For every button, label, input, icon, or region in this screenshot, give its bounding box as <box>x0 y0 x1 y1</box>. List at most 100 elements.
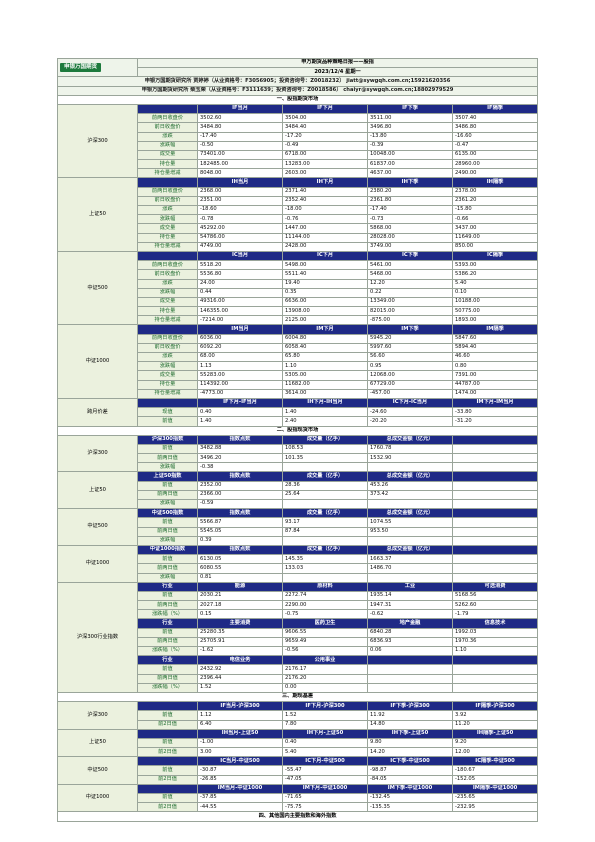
row-label: 持仓量增减 <box>137 315 198 326</box>
empty-cell <box>451 498 539 510</box>
cell-value: 73401.00 <box>197 149 283 161</box>
row-label: 前2日值 <box>137 774 198 785</box>
cell-value: 2272.74 <box>282 590 368 602</box>
cell-value: 2027.18 <box>197 600 283 611</box>
cell-value: 5393.00 <box>451 260 539 271</box>
row-label: 前两日值 <box>137 489 198 501</box>
row: 涨跌 -17.40 -17.20 -13.80 -16.60 <box>58 131 539 142</box>
cell-value: 2352.40 <box>282 195 368 207</box>
cell-value: 3504.00 <box>282 113 368 124</box>
empty-cell <box>451 480 539 491</box>
row-label: 涨跌 <box>137 351 198 363</box>
cell-value: 13283.00 <box>282 159 368 170</box>
row-label: 持仓量 <box>137 159 198 170</box>
cell-value: 3511.00 <box>367 113 453 124</box>
cell-value: 2368.00 <box>197 186 283 197</box>
column-header: 指数点数 <box>197 434 283 445</box>
row: 持仓量增减 8048.00 2603.00 4637.00 2490.00 <box>58 168 539 179</box>
row-label: 涨跌幅（%） <box>137 645 198 657</box>
column-header: 电信业务 <box>197 655 283 666</box>
column-header: 总成交金额（亿元） <box>367 471 453 482</box>
cell-value: -1.79 <box>451 609 539 620</box>
row-label: 前值 <box>137 554 198 565</box>
row: 沪深300 IF当月-沪深300 IF下月-沪深300 IF下季-沪深300 IF隔季-… <box>57 701 539 730</box>
empty-cell <box>451 443 539 455</box>
row-label: 前2日值 <box>137 747 198 758</box>
cell-value: 28.36 <box>282 480 368 491</box>
column-header: IH当月-上证50 <box>197 728 283 739</box>
empty-cell <box>282 462 368 473</box>
empty-cell <box>451 489 539 501</box>
cell-value: 13908.00 <box>282 306 368 317</box>
header-cell <box>137 177 198 188</box>
report-date: 2023/12/4 星期一 <box>136 67 539 78</box>
row-label: 前值 <box>137 480 198 491</box>
row-label: 现值 <box>137 407 198 418</box>
cell-value: 14.80 <box>367 719 453 730</box>
cell-value: 145.35 <box>282 554 368 565</box>
row-label: 前两日值 <box>137 563 198 574</box>
cell-value: 1.52 <box>282 710 368 721</box>
row: 中证500 中证500指数 指数点数 成交量（亿手） 总成交金额（亿元） <box>57 508 539 546</box>
group-name: 中证1000 <box>57 324 138 399</box>
cell-value: 4637.00 <box>367 168 453 179</box>
row: 上证50 上证50指数 指数点数 成交量（亿手） 总成交金额（亿元） <box>57 471 539 510</box>
cell-value: 1.40 <box>197 416 283 427</box>
cell-value: 1992.03 <box>451 627 539 638</box>
row: 上证50 IH当月-上证50 IH下月-上证50 IH下季-上证50 IH隔季-上证50 <box>57 728 539 758</box>
column-header: IC下季 <box>367 250 453 262</box>
cell-value: 25.64 <box>282 489 368 501</box>
cell-value: 3484.40 <box>282 122 368 133</box>
cell-value: 6135.00 <box>451 149 539 161</box>
row: 上证50 IH当月 IH下月 IH下季 IH隔季 <box>57 177 539 252</box>
row-label: 前值 <box>137 792 198 804</box>
analyst: 申银万国期货研究所 贾婷婷（从业资格号：F3056905；投资咨询号：Z0018… <box>56 76 539 87</box>
cell-value: 146355.00 <box>197 306 283 317</box>
cell-value: 1532.90 <box>367 453 453 464</box>
cell-value: 9659.49 <box>282 636 368 648</box>
cell-value: 28028.00 <box>367 232 453 243</box>
cell-value: 2176.17 <box>282 664 368 675</box>
row: 前值 1.12 1.52 11.92 3.92 <box>58 710 539 721</box>
row: 前两日值 2027.18 2290.00 1947.31 5262.60 <box>58 600 539 611</box>
row: 四、其他国内主要指数和海外指数 <box>56 811 539 822</box>
row-label: 前两日值 <box>137 636 198 648</box>
group-name: 沪深300 <box>57 701 138 730</box>
column-header: IM隔季 <box>451 324 539 335</box>
empty-cell <box>451 453 539 464</box>
column-header: 总成交金额（亿元） <box>367 434 453 445</box>
cell-value: 1893.00 <box>451 315 539 326</box>
cell-value: 114392.00 <box>197 379 283 390</box>
column-header: IF下月-IF当月 <box>197 397 283 409</box>
cell-value: -18.60 <box>197 204 283 216</box>
group-name: 中证1000 <box>57 544 138 583</box>
logo-cell: 申银万国期货 <box>57 57 138 78</box>
row-label: 前日收盘价 <box>137 269 198 280</box>
cell-value: -135.35 <box>367 802 453 813</box>
row: 中证1000 IM当月 IM下月 IM下季 IM隔季 <box>57 324 539 399</box>
column-header: 成交量（亿手） <box>282 471 368 482</box>
row-label: 前两日值 <box>137 673 198 684</box>
cell-value: -132.45 <box>367 792 453 804</box>
strategy-table: 申银万国期货 申万期货品种策略日报——股指 2023/12/4 星期一 申银万国期货研… <box>56 57 539 822</box>
cell-value: -0.76 <box>282 214 368 225</box>
row: 前2日值 -26.85 -47.05 -84.05 -152.05 <box>58 774 539 785</box>
column-header: 工业 <box>367 581 453 592</box>
cell-value: -31.20 <box>451 416 539 427</box>
header-cell <box>137 324 198 335</box>
cell-value: 1.13 <box>197 361 283 372</box>
column-header: 中证500指数 <box>137 508 198 519</box>
column-header: IH下月 <box>282 177 368 188</box>
row-label: 成交量 <box>137 370 198 381</box>
cell-value: -232.95 <box>451 802 539 813</box>
row-label: 前值 <box>137 416 198 427</box>
row-label: 前值 <box>137 517 198 528</box>
cell-value: 1.10 <box>282 361 368 372</box>
cell-value: -20.20 <box>367 416 453 427</box>
cell-value: 65.80 <box>282 351 368 363</box>
cell-value: -84.05 <box>367 774 453 785</box>
empty-cell <box>451 554 539 565</box>
cell-value: -47.05 <box>282 774 368 785</box>
column-header: 成交量（亿手） <box>282 434 368 445</box>
cell-value: 82015.00 <box>367 306 453 317</box>
